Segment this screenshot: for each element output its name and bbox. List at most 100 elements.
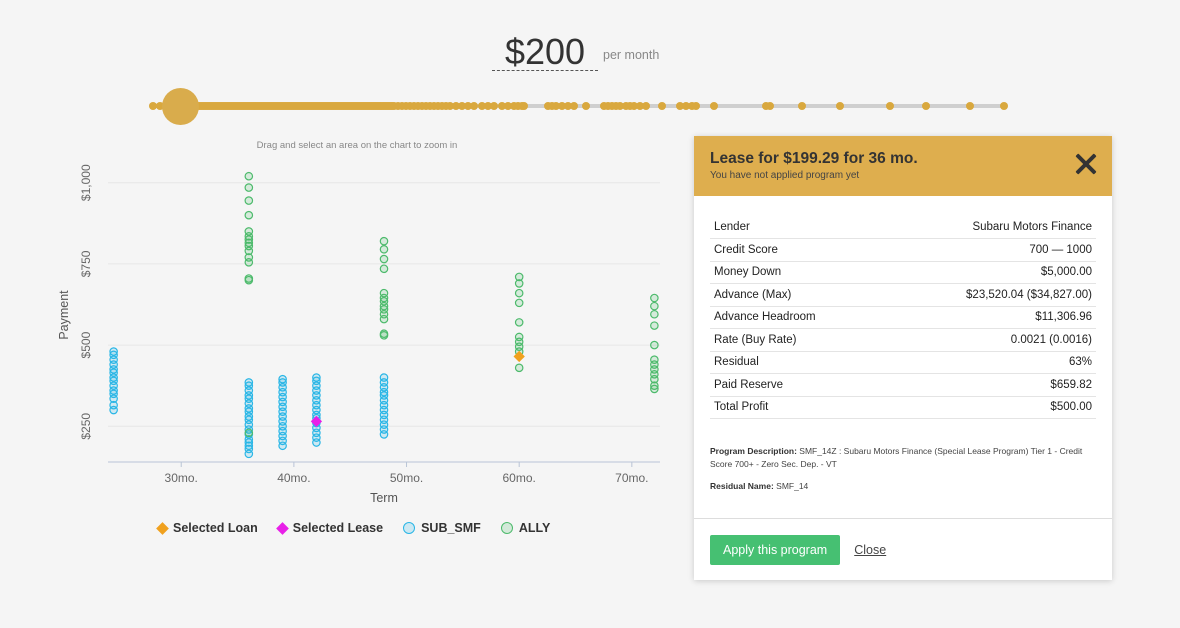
legend-item-sub-smf[interactable]: SUB_SMF (403, 521, 481, 535)
ally-point[interactable] (244, 183, 254, 192)
slider-stop-dot[interactable] (710, 102, 718, 110)
detail-value: Subaru Motors Finance (883, 216, 1096, 239)
ally-point[interactable] (379, 288, 389, 298)
ally-point[interactable] (514, 363, 524, 373)
ally-point[interactable] (379, 329, 389, 339)
chart-zoom-hint: Drag and select an area on the chart to … (256, 140, 458, 151)
ally-point[interactable] (650, 355, 659, 365)
ally-point[interactable] (514, 298, 524, 308)
slider-stop-dot[interactable] (682, 102, 690, 110)
detail-value: $5,000.00 (883, 261, 1096, 284)
slider-stop-dot[interactable] (836, 102, 844, 110)
ally-point[interactable] (514, 279, 524, 288)
legend-label: ALLY (518, 521, 551, 535)
ally-point[interactable] (379, 236, 389, 246)
sub-smf-circle-icon (403, 522, 416, 534)
slider-stop-dot[interactable] (149, 102, 157, 110)
ally-point[interactable] (244, 210, 254, 220)
slider-stop-dot[interactable] (798, 102, 806, 110)
ally-point[interactable] (244, 196, 254, 205)
payment-slider-track[interactable] (150, 104, 1006, 108)
slider-stop-dot[interactable] (658, 102, 666, 110)
slider-stop-dot[interactable] (564, 102, 572, 110)
slider-stop-dot[interactable] (464, 102, 472, 110)
panel-header: Lease for $199.29 for 36 mo. You have no… (694, 136, 1112, 196)
selected-loan-point[interactable] (513, 350, 525, 363)
ally-point[interactable] (650, 293, 659, 303)
legend-item-selected-lease[interactable]: Selected Lease (275, 521, 383, 535)
selected-lease-point[interactable] (310, 415, 323, 428)
ally-point[interactable] (244, 274, 254, 283)
ally-point[interactable] (650, 321, 659, 330)
ally-point[interactable] (514, 318, 524, 327)
payment-term-scatter-chart[interactable]: $250 $500 $750 $1,000 30mo. 40mo. 50mo. 60mo. 70… (40, 160, 680, 510)
slider-stop-dot[interactable] (616, 102, 624, 110)
ally-point[interactable] (514, 332, 524, 342)
ally-point[interactable] (650, 340, 659, 350)
ally-point[interactable] (650, 381, 659, 390)
panel-title: Lease for $199.29 for 36 mo. (710, 150, 918, 167)
close-icon[interactable] (1074, 152, 1098, 176)
slider-stop-dot[interactable] (552, 102, 560, 110)
payment-slider-handle[interactable] (162, 88, 199, 125)
ally-point[interactable] (244, 227, 254, 236)
slider-stop-dot[interactable] (156, 102, 164, 110)
residual-name-label: Residual Name: (710, 481, 774, 491)
sub-smf-point[interactable] (379, 373, 389, 382)
slider-stop-dot[interactable] (490, 102, 498, 110)
slider-stop-dot[interactable] (1000, 102, 1008, 110)
slider-stop-dot[interactable] (636, 102, 644, 110)
legend-item-ally[interactable]: ALLY (500, 521, 551, 535)
slider-stop-dot[interactable] (886, 102, 894, 110)
apply-program-button[interactable]: Apply this program (710, 534, 841, 565)
detail-label: Lender (710, 216, 884, 239)
slider-stop-dot[interactable] (766, 102, 774, 110)
slider-stop-dot[interactable] (642, 102, 650, 110)
detail-label: Paid Reserve (710, 373, 884, 397)
slider-stop-dot[interactable] (966, 102, 974, 110)
slider-stop-dot[interactable] (692, 102, 700, 110)
slider-stop-dot[interactable] (452, 102, 460, 110)
slider-stop-dot[interactable] (504, 102, 512, 110)
detail-label: Money Down (710, 261, 884, 284)
sub-smf-point[interactable] (109, 400, 118, 410)
slider-stop-dot[interactable] (484, 102, 492, 110)
legend-item-selected-loan[interactable]: Selected Loan (156, 521, 258, 535)
sub-smf-point[interactable] (109, 347, 118, 356)
slider-stop-dot[interactable] (630, 102, 638, 110)
selected-loan-diamond-icon (156, 521, 169, 535)
slider-stop-dot[interactable] (922, 102, 930, 110)
ally-circle-icon (500, 522, 513, 534)
ally-point[interactable] (244, 428, 254, 438)
sub-smf-point[interactable] (244, 378, 254, 387)
program-description-text: SMF_14Z : Subaru Motors Finance (Special… (710, 446, 1083, 469)
detail-label: Rate (Buy Rate) (710, 328, 884, 352)
sub-smf-point[interactable] (312, 373, 321, 382)
ally-point[interactable] (514, 272, 524, 282)
ally-point[interactable] (379, 264, 389, 274)
slider-stop-dot[interactable] (478, 102, 486, 110)
slider-stop-dot[interactable] (446, 102, 454, 110)
ally-point[interactable] (650, 309, 659, 319)
detail-value: $23,520.04 ($34,827.00) (883, 283, 1096, 307)
slider-stop-dot[interactable] (498, 102, 506, 110)
payment-amount-input[interactable]: $200 (492, 33, 598, 71)
slider-stop-dot[interactable] (520, 102, 528, 110)
ally-point[interactable] (244, 171, 254, 181)
close-link[interactable]: Close (854, 542, 887, 557)
detail-label: Advance (Max) (710, 283, 884, 307)
legend-label: Selected Loan (173, 521, 258, 535)
sub-smf-point[interactable] (278, 374, 287, 384)
slider-stop-dot[interactable] (582, 102, 590, 110)
ally-point[interactable] (379, 254, 389, 264)
slider-stop-dot[interactable] (570, 102, 578, 110)
ally-point[interactable] (244, 253, 254, 262)
slider-stop-dot[interactable] (676, 102, 684, 110)
slider-stop-dot[interactable] (558, 102, 566, 110)
x-tick-label: 60mo. (503, 471, 536, 485)
ally-point[interactable] (514, 288, 524, 298)
slider-stop-dot[interactable] (458, 102, 466, 110)
slider-stop-dot[interactable] (470, 102, 478, 110)
ally-point[interactable] (650, 301, 659, 311)
ally-point[interactable] (379, 245, 389, 254)
